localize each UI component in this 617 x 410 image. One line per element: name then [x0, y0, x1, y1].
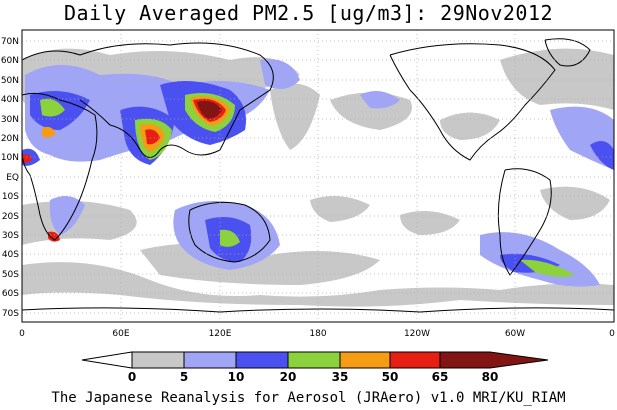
- colorbar-swatch: [81, 351, 133, 369]
- colorbar-swatch: [439, 351, 549, 369]
- lat-label: 70S: [2, 309, 19, 319]
- pm25-band-20-35: [22, 81, 614, 273]
- longitude-axis: 0 60E 120E 180 120W 60W 0: [19, 329, 615, 339]
- lat-label: 20N: [1, 134, 19, 144]
- colorbar-swatch: [339, 351, 391, 369]
- colorbar-level: 80: [482, 370, 499, 384]
- lat-label: 70N: [1, 37, 19, 47]
- lon-label: 60E: [112, 329, 129, 339]
- colorbar-swatch: [131, 351, 185, 369]
- colorbar-swatch: [389, 351, 441, 369]
- lat-label: 60S: [2, 289, 19, 299]
- lon-label: 120W: [404, 329, 430, 339]
- lon-label: 120E: [209, 329, 232, 339]
- lat-label: 40N: [1, 95, 19, 105]
- latitude-axis: 70N 60N 50N 40N 30N 20N 10N EQ 10S 20S 3…: [1, 37, 19, 319]
- lon-label: 0: [19, 329, 25, 339]
- lat-label: EQ: [6, 173, 19, 183]
- lon-label: 180: [309, 329, 326, 339]
- lat-label: 60N: [1, 56, 19, 66]
- map-title: Daily Averaged PM2.5 [ug/m3]: 29Nov2012: [63, 1, 554, 25]
- colorbar-level: 35: [332, 370, 349, 384]
- map-frame: [21, 29, 615, 323]
- map-grid: [22, 30, 614, 322]
- colorbar: 0 5 10 20 35 50 65 80: [81, 351, 549, 384]
- colorbar-swatch: [287, 351, 341, 369]
- coastlines: [22, 38, 614, 313]
- lat-label: 40S: [2, 250, 19, 260]
- colorbar-level: 20: [280, 370, 297, 384]
- colorbar-level: 10: [228, 370, 245, 384]
- lon-label: 0: [609, 329, 615, 339]
- credit-line: The Japanese Reanalysis for Aerosol (JRA…: [51, 390, 566, 406]
- lat-label: 10N: [1, 153, 19, 163]
- lon-label: 60W: [505, 329, 525, 339]
- lat-label: 20S: [2, 212, 19, 222]
- lat-label: 10S: [2, 192, 19, 202]
- pm25-field: [22, 30, 614, 322]
- lat-label: 30N: [1, 115, 19, 125]
- colorbar-level: 5: [180, 370, 188, 384]
- colorbar-level: 0: [128, 370, 136, 384]
- lat-label: 50N: [1, 76, 19, 86]
- pm25-band-80-plus: [197, 101, 222, 119]
- colorbar-swatch: [183, 351, 237, 369]
- colorbar-level: 65: [432, 370, 449, 384]
- colorbar-swatch: [235, 351, 289, 369]
- colorbar-level: 50: [382, 370, 399, 384]
- lat-label: 30S: [2, 231, 19, 241]
- lat-label: 50S: [2, 270, 19, 280]
